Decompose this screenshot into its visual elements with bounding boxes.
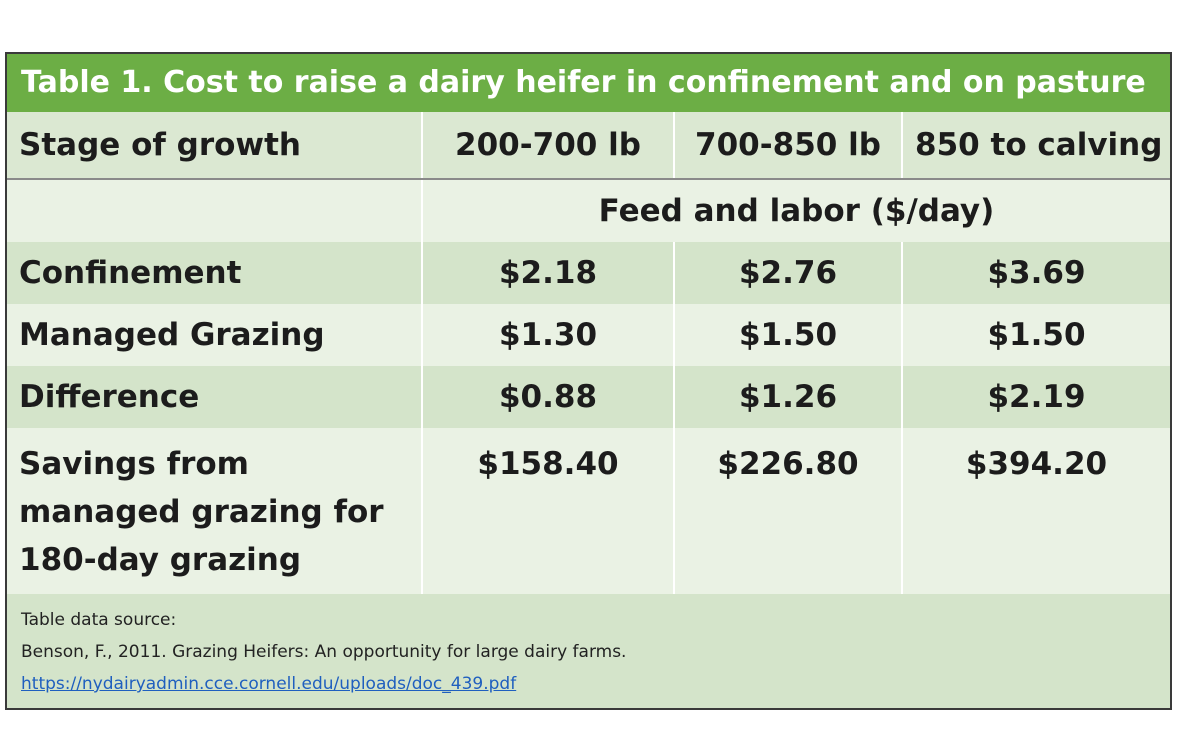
row: Confinement $2.18 $2.76 $3.69 — [7, 242, 1170, 304]
cell: $2.19 — [902, 366, 1170, 428]
cell: $2.18 — [422, 242, 675, 304]
header-row: Stage of growth 200-700 lb 700-850 lb 85… — [7, 112, 1170, 180]
cell: $3.69 — [902, 242, 1170, 304]
header-cell: 850 to calving — [902, 112, 1170, 180]
cell: $1.50 — [674, 304, 903, 366]
empty-cell — [7, 179, 423, 242]
table-title: Table 1. Cost to raise a dairy heifer in… — [7, 54, 1170, 112]
cell: $1.30 — [422, 304, 675, 366]
source-note: Table data source: Benson, F., 2011. Gra… — [7, 594, 1170, 708]
source-line: Table data source: — [21, 610, 177, 630]
cell: $0.88 — [422, 366, 675, 428]
source-link[interactable]: https://nydairyadmin.cce.cornell.edu/upl… — [21, 674, 517, 694]
row: Managed Grazing $1.30 $1.50 $1.50 — [7, 304, 1170, 366]
source-line: Benson, F., 2011. Grazing Heifers: An op… — [21, 642, 627, 662]
row-label: Managed Grazing — [7, 304, 423, 366]
cell: $2.76 — [674, 242, 903, 304]
cell: $1.50 — [902, 304, 1170, 366]
data-table: Stage of growth 200-700 lb 700-850 lb 85… — [7, 112, 1170, 632]
row-label: Difference — [7, 366, 423, 428]
table-frame: Table 1. Cost to raise a dairy heifer in… — [5, 52, 1172, 710]
row-label: Confinement — [7, 242, 423, 304]
header-cell: 700-850 lb — [674, 112, 903, 180]
subheader-row: Feed and labor ($/day) — [7, 179, 1170, 242]
header-cell: 200-700 lb — [422, 112, 675, 180]
subheader-cell: Feed and labor ($/day) — [422, 179, 1170, 242]
header-cell: Stage of growth — [7, 112, 423, 180]
cell: $1.26 — [674, 366, 903, 428]
row: Difference $0.88 $1.26 $2.19 — [7, 366, 1170, 428]
